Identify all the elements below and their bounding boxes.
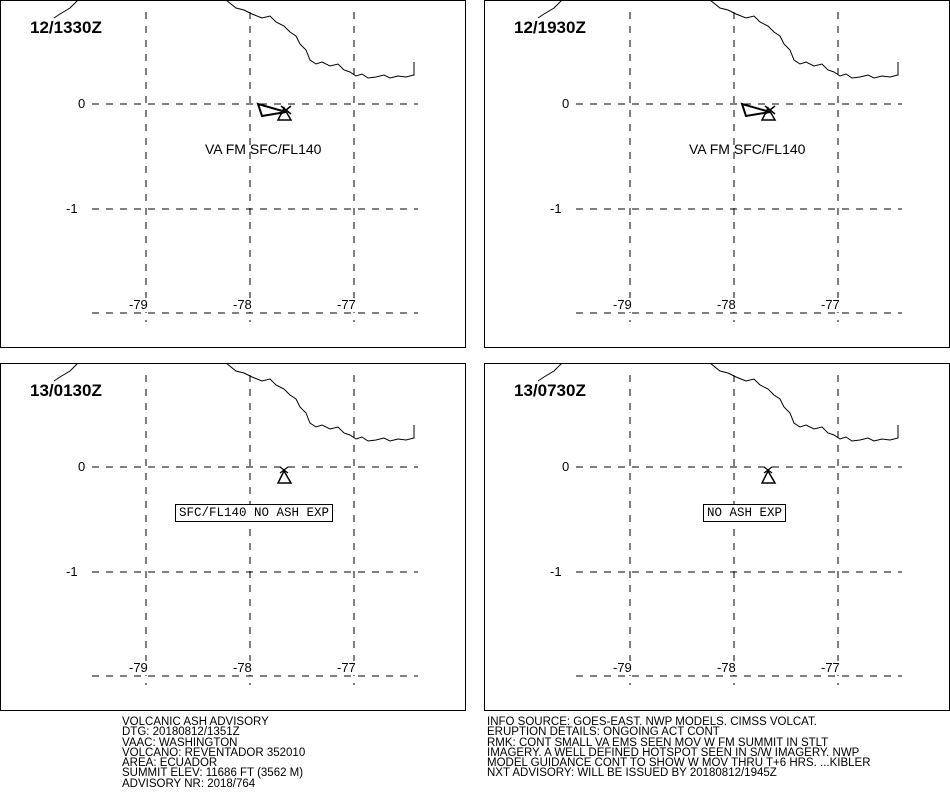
longitude-label: -77 (335, 297, 358, 312)
volcano-triangle-icon (760, 106, 777, 121)
coastline-fragment (53, 0, 79, 19)
latitude-label: -1 (64, 201, 80, 216)
lat-lon-grid (92, 375, 418, 685)
panel-valid-time: 13/0730Z (514, 381, 586, 400)
advisory-line: ADVISORY NR: 2018/764 (122, 777, 256, 790)
latitude-label: -1 (64, 564, 80, 579)
longitude-label: -79 (127, 297, 150, 312)
latitude-label: 0 (76, 96, 88, 111)
advisory-line: VAAC: WASHINGTON (122, 736, 238, 749)
map-frame (0, 0, 466, 348)
ash-status-label: VA FM SFC/FL140 (689, 141, 806, 157)
ash-status-label: NO ASH EXP (703, 504, 787, 522)
ash-status-label: SFC/FL140 NO ASH EXP (175, 504, 334, 522)
panel-valid-time: 12/1930Z (514, 18, 586, 37)
advisory-line: VOLCANIC ASH ADVISORY (122, 716, 269, 728)
latitude-label: -1 (548, 564, 564, 579)
longitude-label: -79 (611, 297, 634, 312)
coastline-fragment (537, 0, 563, 19)
advisory-line: AREA: ECUADOR (122, 757, 218, 770)
advisory-line: SUMMIT ELEV: 11686 FT (3562 M) (122, 767, 304, 780)
panel-valid-time: 12/1330Z (30, 18, 102, 37)
remarks-line: RMK: CONT SMALL VA EMS SEEN MOV W FM SUM… (487, 736, 829, 749)
longitude-label: -77 (819, 660, 842, 675)
map-frame (0, 363, 466, 711)
ash-cloud-polygon (256, 102, 287, 118)
lat-lon-grid (576, 375, 902, 685)
ash-cloud-polygon (740, 102, 771, 118)
forecast-panel: 13/0730Z 0 -1 -79 -78 -77 NO ASH EXP (484, 363, 950, 711)
lat-lon-grid (92, 12, 418, 322)
volcano-triangle-icon (760, 469, 777, 484)
longitude-label: -78 (231, 297, 254, 312)
ash-status-label: VA FM SFC/FL140 (205, 141, 322, 157)
map-frame (484, 363, 950, 711)
longitude-label: -77 (819, 297, 842, 312)
latitude-label: 0 (560, 459, 572, 474)
remarks-line: NXT ADVISORY: WILL BE ISSUED BY 20180812… (487, 767, 777, 780)
panel-valid-time: 13/0130Z (30, 381, 102, 400)
volcano-triangle-icon (276, 469, 293, 484)
advisory-remarks-block: INFO SOURCE: GOES-EAST. NWP MODELS. CIMS… (487, 716, 871, 780)
advisory-line: DTG: 20180812/1351Z (122, 726, 240, 739)
remarks-line: ERUPTION DETAILS: ONGOING ACT CONT (487, 726, 720, 739)
remarks-line: MODEL GUIDANCE CONT TO SHOW W MOV THRU T… (487, 757, 871, 770)
coastline (225, 0, 415, 79)
forecast-panel: 12/1330Z 0 -1 -79 -78 -77 VA FM SFC/FL140 (0, 0, 466, 348)
remarks-line: IMAGERY. A WELL DEFINED HOTSPOT SEEN IN … (487, 746, 860, 759)
forecast-panel: 12/1930Z 0 -1 -79 -78 -77 VA FM SFC/FL140 (484, 0, 950, 348)
lat-lon-grid (576, 12, 902, 322)
coastline (225, 363, 415, 442)
latitude-label: 0 (76, 459, 88, 474)
longitude-label: -78 (715, 660, 738, 675)
latitude-label: -1 (548, 201, 564, 216)
advisory-line: VOLCANO: REVENTADOR 352010 (122, 746, 306, 759)
longitude-label: -78 (231, 660, 254, 675)
longitude-label: -79 (127, 660, 150, 675)
volcano-triangle-icon (276, 106, 293, 121)
advisory-header-block: VOLCANIC ASH ADVISORY DTG: 20180812/1351… (122, 716, 306, 790)
coastline (709, 0, 899, 79)
coastline-fragment (53, 363, 79, 382)
latitude-label: 0 (560, 96, 572, 111)
coastline-fragment (537, 363, 563, 382)
longitude-label: -77 (335, 660, 358, 675)
coastline (709, 363, 899, 442)
longitude-label: -78 (715, 297, 738, 312)
longitude-label: -79 (611, 660, 634, 675)
forecast-panel: 13/0130Z 0 -1 -79 -78 -77 SFC/FL140 NO ASH EXP (0, 363, 466, 711)
map-frame (484, 0, 950, 348)
remarks-line: INFO SOURCE: GOES-EAST. NWP MODELS. CIMS… (487, 716, 817, 728)
